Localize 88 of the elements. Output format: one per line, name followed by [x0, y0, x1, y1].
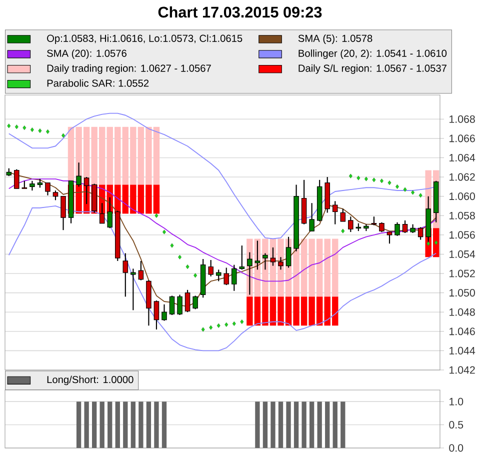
candlestick: [239, 244, 245, 270]
candlestick: [262, 252, 268, 270]
candlestick: [402, 220, 408, 234]
y-tick-label: 1.060: [450, 192, 475, 200]
point: [38, 128, 42, 133]
point: [194, 273, 198, 278]
candlestick: [154, 300, 160, 330]
point: [396, 184, 399, 189]
y-tick-label: 1.0: [450, 398, 464, 406]
candlestick: [14, 168, 20, 190]
y-tick-label: 1.044: [450, 346, 476, 354]
point: [62, 133, 65, 138]
point: [7, 124, 11, 128]
point: [178, 254, 182, 260]
point: [232, 321, 236, 326]
candlestick: [208, 259, 214, 277]
y-tick-label: 1.048: [450, 308, 475, 316]
candlestick: [332, 200, 338, 225]
candlestick: [386, 231, 392, 244]
point: [403, 187, 407, 192]
candlestick: [394, 222, 400, 236]
candlestick: [162, 304, 167, 322]
point: [341, 228, 345, 234]
legend-label: Op:1.0583, Hi:1.0616, Lo:1.0573, Cl:1.0615: [47, 34, 242, 44]
y-tick-label: 1.068: [450, 115, 475, 123]
legend-label: Daily S/L region: 1.0567 - 1.0537: [298, 64, 446, 74]
y-tick-label: 1.046: [450, 328, 475, 336]
point: [154, 213, 158, 218]
candlestick: [169, 295, 175, 316]
point: [434, 240, 438, 245]
candlestick: [418, 226, 424, 240]
y-tick-label: 1.066: [450, 134, 475, 142]
point: [162, 230, 166, 234]
point: [380, 178, 384, 184]
candlestick: [130, 268, 136, 311]
point: [240, 319, 244, 324]
y-tick-label: 1.042: [450, 366, 475, 374]
candlestick: [30, 180, 35, 192]
point: [418, 193, 422, 198]
candlestick: [45, 182, 50, 196]
y-tick-label: 1.052: [450, 270, 475, 278]
y-tick-label: 1.058: [450, 212, 475, 220]
candlestick: [340, 208, 346, 222]
candlestick: [60, 196, 66, 231]
y-tick-label: 1.050: [450, 289, 475, 297]
point: [411, 190, 415, 195]
point: [186, 264, 190, 270]
point: [14, 124, 18, 130]
candlestick: [192, 295, 198, 310]
legend-label: SMA (20): 1.0576: [47, 49, 126, 59]
y-tick-label: 1.054: [450, 250, 476, 258]
candlestick: [177, 294, 182, 316]
legend-label: Parabolic SAR: 1.0552: [47, 79, 149, 87]
y-tick-label: 1.062: [450, 173, 475, 181]
point: [372, 178, 376, 182]
y-tick-label: 1.064: [450, 154, 476, 162]
point: [170, 243, 174, 248]
chart-title: Chart 17.03.2015 09:23: [158, 6, 322, 18]
point: [364, 176, 368, 182]
legend-label: Bollinger (20, 2): 1.0541 - 1.0610: [298, 49, 447, 59]
candlestick: [52, 190, 58, 201]
point: [22, 126, 26, 130]
point: [30, 127, 34, 132]
legend-label: Daily trading region: 1.0627 - 1.0567: [47, 64, 211, 74]
candlestick: [122, 252, 128, 298]
legend-label: SMA (5): 1.0578: [298, 34, 372, 44]
point: [46, 129, 50, 134]
legend-label: Long/Short: 1.0000: [47, 376, 134, 386]
point: [388, 180, 392, 186]
point: [201, 327, 205, 332]
y-tick-label: 0.5: [449, 421, 464, 429]
candlestick: [309, 202, 314, 232]
candlestick: [379, 222, 384, 233]
point: [356, 176, 360, 180]
candlestick: [278, 256, 284, 270]
y-tick-label: 1.056: [450, 231, 475, 239]
point: [426, 241, 430, 246]
candlestick: [184, 289, 190, 313]
candlestick: [224, 267, 230, 286]
point: [224, 322, 228, 327]
y-tick-label: 0.0: [449, 444, 464, 452]
candlestick: [138, 260, 144, 281]
candlestick: [232, 264, 237, 292]
point: [348, 174, 352, 178]
point: [209, 325, 213, 330]
candlestick: [216, 269, 222, 282]
point: [216, 323, 220, 328]
candlestick: [348, 216, 354, 233]
